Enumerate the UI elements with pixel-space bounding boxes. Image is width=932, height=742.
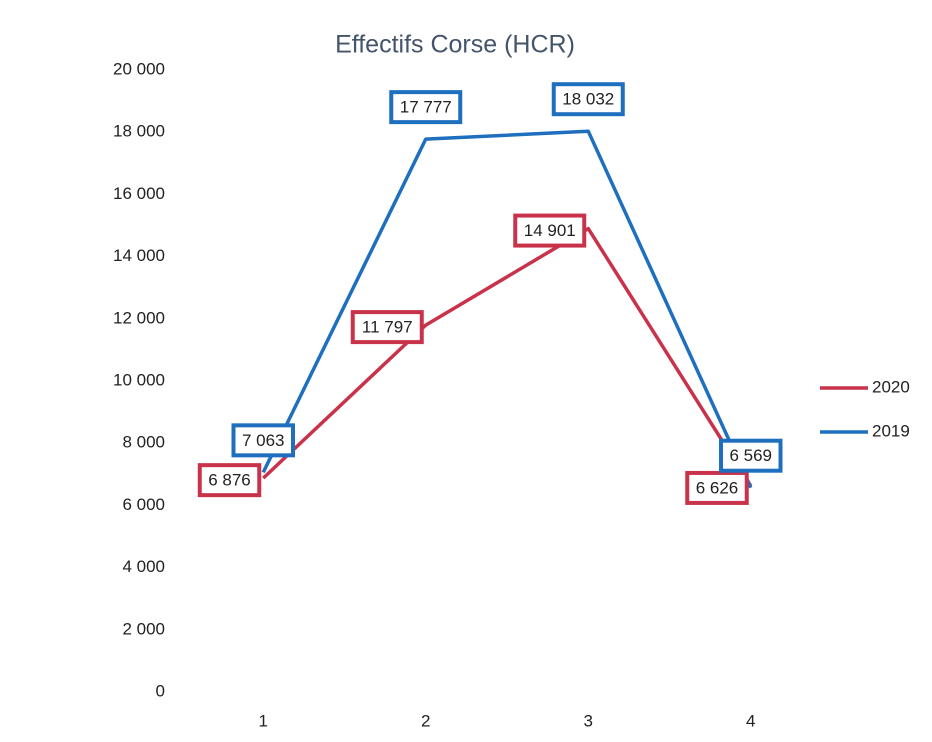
y-tick-label: 0 xyxy=(156,681,165,700)
data-label-box xyxy=(685,470,749,505)
data-label: 6 876 xyxy=(208,471,251,490)
data-label: 6 626 xyxy=(696,478,739,497)
legend-label: 2020 xyxy=(872,377,910,396)
data-label-box xyxy=(719,438,783,473)
y-tick-label: 12 000 xyxy=(113,308,165,327)
data-label: 6 569 xyxy=(729,446,772,465)
y-tick-label: 20 000 xyxy=(113,59,165,78)
data-label: 11 797 xyxy=(362,318,413,337)
data-label-box xyxy=(197,463,262,498)
y-tick-label: 16 000 xyxy=(113,184,165,203)
data-label: 7 063 xyxy=(242,431,285,450)
data-label-box xyxy=(551,82,625,117)
x-tick-label: 4 xyxy=(746,711,755,730)
y-tick-label: 14 000 xyxy=(113,246,165,265)
x-tick-label: 1 xyxy=(259,711,268,730)
data-label-box xyxy=(231,423,295,458)
y-tick-label: 18 000 xyxy=(113,122,165,141)
y-tick-label: 2 000 xyxy=(122,619,165,638)
series-line xyxy=(261,129,753,489)
x-tick-label: 2 xyxy=(421,711,430,730)
data-label: 17 777 xyxy=(400,98,452,117)
chart-title: Effectifs Corse (HCR) xyxy=(335,31,575,59)
data-label: 18 032 xyxy=(562,90,614,109)
series-line xyxy=(262,226,753,487)
data-label-box xyxy=(389,90,463,125)
y-tick-label: 6 000 xyxy=(122,495,165,514)
data-label-box xyxy=(350,310,424,345)
y-tick-label: 4 000 xyxy=(122,557,165,576)
x-tick-label: 3 xyxy=(584,711,593,730)
data-label: 14 901 xyxy=(524,221,576,240)
data-label-box xyxy=(513,213,587,248)
y-tick-label: 10 000 xyxy=(113,370,165,389)
y-tick-label: 8 000 xyxy=(122,433,165,452)
legend-label: 2019 xyxy=(872,421,910,440)
